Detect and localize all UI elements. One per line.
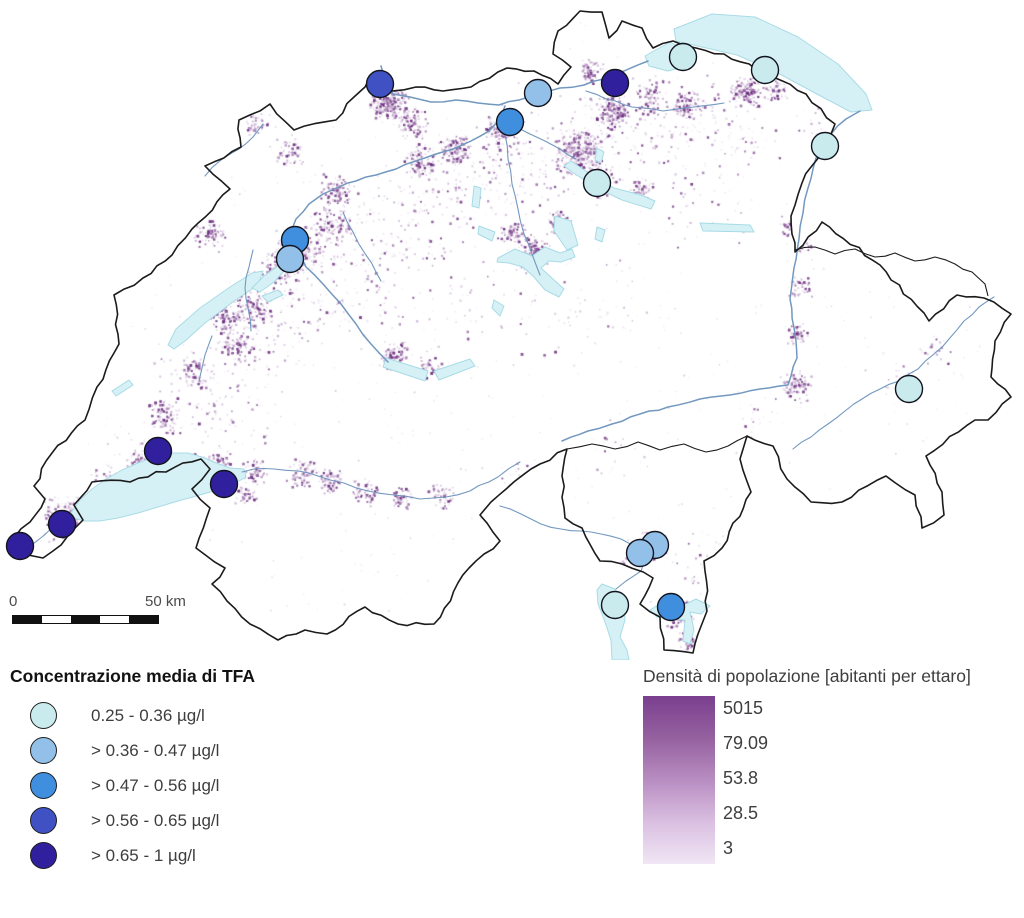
tfa-station-marker bbox=[750, 55, 780, 85]
density-gradient-bar bbox=[643, 696, 715, 864]
tfa-station-marker bbox=[495, 107, 525, 137]
tfa-station-marker bbox=[810, 131, 840, 161]
scale-segment bbox=[71, 616, 100, 623]
density-tick-label: 79.09 bbox=[723, 733, 769, 753]
scale-segment bbox=[129, 616, 158, 623]
tfa-station-marker bbox=[275, 244, 305, 274]
river bbox=[342, 211, 382, 282]
tfa-class-label: > 0.47 - 0.56 µg/l bbox=[91, 775, 220, 795]
lake bbox=[261, 289, 284, 303]
river bbox=[561, 110, 861, 442]
density-tick-label: 3 bbox=[723, 838, 734, 858]
tfa-class-label: > 0.56 - 0.65 µg/l bbox=[91, 810, 220, 830]
tfa-station-marker bbox=[209, 469, 239, 499]
river bbox=[585, 90, 725, 112]
lake bbox=[553, 215, 579, 251]
density-ticks: 5015 79.09 53.8 28.5 3 bbox=[723, 696, 843, 864]
lake bbox=[496, 246, 576, 298]
tfa-station-marker bbox=[668, 42, 698, 72]
tfa-station-marker bbox=[625, 538, 655, 568]
scale-bar: 0 50 km bbox=[9, 593, 232, 624]
river bbox=[499, 505, 647, 590]
density-tick-label: 5015 bbox=[723, 698, 764, 718]
tfa-class-row: 0.25 - 0.36 µg/l bbox=[10, 702, 255, 729]
tfa-class-swatch bbox=[30, 702, 57, 729]
river bbox=[241, 461, 521, 500]
map-vector-layer bbox=[5, 10, 1012, 660]
tfa-station-marker bbox=[365, 69, 395, 99]
switzerland-map bbox=[0, 0, 1024, 660]
scale-segment bbox=[42, 616, 71, 623]
tfa-legend-rows: 0.25 - 0.36 µg/l > 0.36 - 0.47 µg/l > 0.47… bbox=[10, 702, 255, 869]
scale-bar-labels: 0 50 km bbox=[9, 593, 222, 612]
lake bbox=[491, 299, 505, 317]
lake bbox=[471, 185, 482, 209]
tfa-station-marker bbox=[582, 168, 612, 198]
basin-boundary bbox=[566, 435, 748, 453]
tfa-class-row: > 0.65 - 1 µg/l bbox=[10, 842, 255, 869]
river bbox=[204, 123, 264, 177]
lake bbox=[69, 452, 247, 522]
tfa-class-swatch bbox=[30, 842, 57, 869]
density-tick-label: 53.8 bbox=[723, 768, 759, 788]
tfa-station-marker bbox=[143, 436, 173, 466]
density-legend: Densità di popolazione [abitanti per ett… bbox=[643, 666, 971, 864]
scale-distance-label: 50 km bbox=[145, 593, 186, 610]
tfa-legend-title: Concentrazione media di TFA bbox=[10, 666, 256, 686]
lake bbox=[477, 225, 496, 242]
river bbox=[198, 335, 213, 382]
scale-segment bbox=[13, 616, 42, 623]
tfa-class-swatch bbox=[30, 807, 57, 834]
tfa-station-marker bbox=[5, 531, 35, 561]
lake bbox=[594, 226, 606, 243]
density-tick-label: 28.5 bbox=[723, 803, 759, 823]
tfa-legend: Concentrazione media di TFA 0.25 - 0.36 … bbox=[10, 666, 255, 877]
basin-boundary bbox=[794, 246, 989, 297]
lake bbox=[167, 270, 264, 350]
lake bbox=[699, 222, 755, 233]
tfa-class-row: > 0.56 - 0.65 µg/l bbox=[10, 807, 255, 834]
tfa-station-marker bbox=[894, 374, 924, 404]
lake bbox=[111, 379, 134, 397]
country-border bbox=[11, 10, 1012, 654]
tfa-class-swatch bbox=[30, 772, 57, 799]
river bbox=[289, 105, 506, 363]
river bbox=[244, 249, 254, 332]
tfa-class-row: > 0.47 - 0.56 µg/l bbox=[10, 772, 255, 799]
river bbox=[502, 113, 541, 276]
scale-bar-segments bbox=[12, 615, 159, 624]
tfa-station-marker bbox=[523, 78, 553, 108]
river bbox=[792, 296, 995, 450]
scale-zero-label: 0 bbox=[9, 593, 18, 610]
lake bbox=[433, 358, 476, 381]
tfa-station-marker bbox=[600, 590, 630, 620]
tfa-class-label: > 0.36 - 0.47 µg/l bbox=[91, 740, 220, 760]
tfa-station-marker bbox=[47, 509, 77, 539]
lake bbox=[382, 357, 429, 382]
tfa-station-marker bbox=[656, 592, 686, 622]
scale-segment bbox=[100, 616, 129, 623]
tfa-class-label: > 0.65 - 1 µg/l bbox=[91, 845, 196, 865]
density-legend-body: 5015 79.09 53.8 28.5 3 bbox=[643, 696, 971, 864]
lake bbox=[594, 147, 605, 164]
tfa-class-row: > 0.36 - 0.47 µg/l bbox=[10, 737, 255, 764]
tfa-station-marker bbox=[600, 68, 630, 98]
tfa-class-label: 0.25 - 0.36 µg/l bbox=[91, 705, 205, 725]
density-legend-title: Densità di popolazione [abitanti per ett… bbox=[643, 666, 971, 686]
tfa-class-swatch bbox=[30, 737, 57, 764]
